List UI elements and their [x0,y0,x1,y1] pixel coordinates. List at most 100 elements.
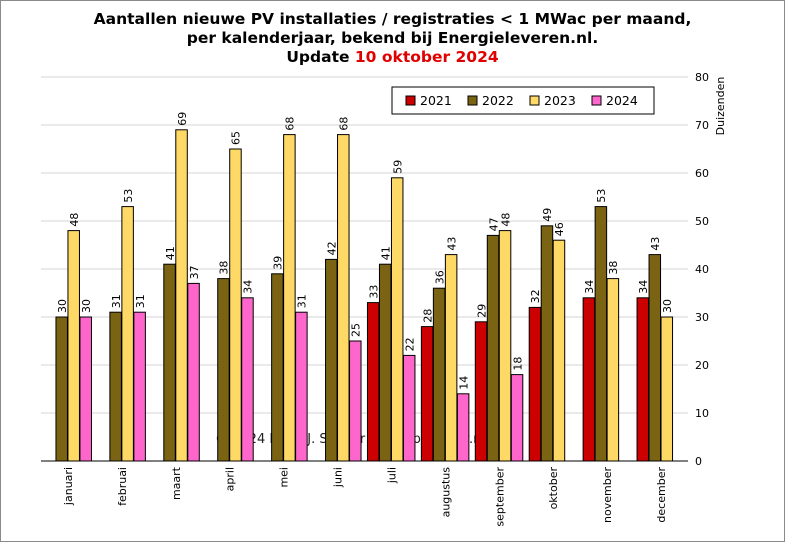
bars [55,129,674,462]
x-tick-label: september [493,467,506,527]
x-tick-label: april [224,467,237,491]
bar-2023-januari [67,230,80,462]
bar-2023-augustus [444,254,458,462]
value-label: 69 [176,112,189,126]
bar-2022-november [594,206,608,462]
bar-2022-maart [163,263,176,462]
legend-label: 2021 [420,93,452,108]
value-label: 49 [541,208,554,222]
x-tick-label: januari [62,467,75,506]
title-line-1: Aantallen nieuwe PV installaties / regis… [93,10,692,28]
value-label: 31 [110,294,123,308]
x-tick-label: november [601,467,614,523]
bar-2023-december [660,316,674,462]
bar-2024-april [241,297,254,462]
value-label: 32 [529,289,542,303]
bar-2023-juli [390,177,404,462]
legend-box [391,86,655,115]
value-label: 25 [350,323,363,337]
y-tick-label: 10 [695,407,709,420]
bar-2024-mei [295,311,308,462]
value-label: 38 [607,261,620,275]
y-tick-label: 60 [695,167,709,180]
bar-2021-december [636,297,650,462]
value-label: 18 [511,357,524,371]
x-tick-label: juli [385,467,398,484]
value-labels: 30 48 30 31 53 31 41 69 37 38 65 34 39 68 31 42 68 25 33 41… [56,112,674,390]
value-label: 34 [242,280,255,294]
axes: 0 10 20 30 40 50 60 70 80 Duizenden januari februai… [41,71,727,527]
bar-2024-augustus [456,393,470,462]
value-label: 14 [457,376,470,390]
x-tick-label: mei [278,467,291,488]
x-tick-label: juni [332,467,345,488]
y-tick-label: 70 [695,119,709,132]
value-label: 30 [56,299,69,313]
value-label: 36 [433,270,446,284]
value-label: 29 [475,304,488,318]
legend-swatch [529,95,540,106]
value-label: 65 [230,131,243,145]
value-label: 41 [379,246,392,260]
x-tick-label: december [655,467,668,523]
value-label: 46 [553,222,566,236]
value-label: 68 [284,117,297,131]
title-line-3: Update 10 oktober 2024 [0,48,785,67]
bar-2024-juni [349,340,362,462]
bar-2023-maart [175,129,188,462]
value-label: 68 [338,117,351,131]
bar-2022-januari [55,316,68,462]
y-tick-label: 50 [695,215,709,228]
bar-2021-oktober [528,306,542,462]
value-label: 39 [272,256,285,270]
legend-label: 2024 [606,93,638,108]
value-label: 28 [421,309,434,323]
bar-2023-april [229,148,242,462]
y-tick-label: 30 [695,311,709,324]
title-line-2: per kalenderjaar, bekend bij Energieleve… [186,29,599,47]
bar-2022-april [217,278,230,462]
x-tick-label: februai [116,467,129,506]
bar-2024-februai [133,311,146,462]
bar-2021-juli [366,302,380,462]
value-label: 53 [122,189,135,203]
value-label: 47 [487,217,500,231]
bar-2022-december [648,254,662,462]
legend-swatch [405,95,416,106]
value-label: 34 [583,280,596,294]
title-update-date: 10 oktober 2024 [354,48,499,66]
bar-2024-maart [187,282,200,462]
legend-label: 2022 [482,93,514,108]
value-label: 42 [326,241,339,255]
value-label: 22 [403,337,416,351]
bar-2023-oktober [552,239,566,462]
bar-2023-juni [337,134,350,462]
value-label: 53 [595,189,608,203]
legend-label: 2023 [544,93,576,108]
bar-2022-februai [109,311,122,462]
y-axis-label: Duizenden [714,77,727,136]
legend-swatch [591,95,602,106]
bar-2023-februai [121,206,134,462]
value-label: 48 [68,213,81,227]
value-label: 43 [445,237,458,251]
bar-2022-juni [325,258,338,462]
bar-2024-september [510,374,524,462]
value-label: 34 [637,280,650,294]
bar-2024-juli [402,354,416,462]
bar-2021-november [582,297,596,462]
bar-2023-mei [283,134,296,462]
x-tick-label: oktober [547,467,560,510]
value-label: 41 [164,246,177,260]
x-tick-label: maart [170,466,183,500]
legend-swatch [467,95,478,106]
y-tick-label: 80 [695,71,709,84]
bar-2021-september [474,321,488,462]
value-label: 31 [296,294,309,308]
bar-2022-augustus [432,287,446,462]
value-label: 31 [134,294,147,308]
bar-2024-januari [79,316,92,462]
bar-2022-mei [271,273,284,462]
bar-2023-september [498,230,512,462]
